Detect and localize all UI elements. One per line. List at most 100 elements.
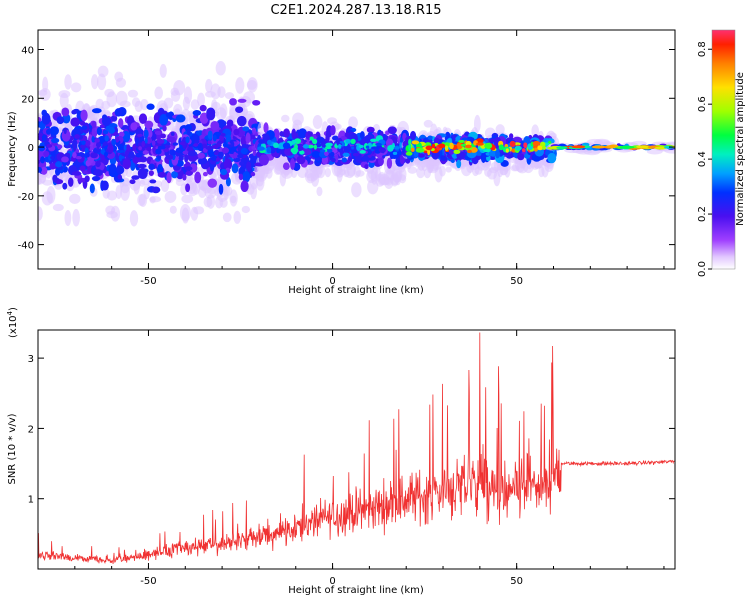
heatmap-cell [115, 184, 123, 200]
heatmap-cell [77, 177, 86, 183]
heatmap-cell [215, 61, 226, 76]
heatmap-cell [387, 126, 397, 135]
heatmap-cell [241, 205, 250, 214]
heatmap-cell [193, 143, 199, 147]
heatmap-cell [450, 158, 455, 164]
heatmap-cell [223, 158, 233, 171]
heatmap-cell [114, 136, 120, 143]
heatmap-cell [388, 144, 396, 148]
heatmap-marks [38, 61, 675, 227]
heatmap-cell [279, 130, 284, 137]
heatmap-cell [490, 161, 503, 171]
heatmap-cell [465, 144, 472, 149]
heatmap-cell [252, 150, 257, 157]
heatmap-cell [127, 89, 139, 98]
heatmap-cell [108, 126, 116, 134]
heatmap-cell [302, 144, 309, 149]
top-y-tick-label: 0 [28, 143, 34, 154]
heatmap-cell [164, 145, 171, 149]
heatmap-cell [240, 147, 248, 155]
heatmap-cell [312, 138, 318, 145]
heatmap-cell [175, 147, 183, 154]
heatmap-cell [233, 151, 238, 159]
heatmap-cell [215, 143, 222, 148]
bottom-x-axis-label: Height of straight line (km) [288, 585, 424, 596]
heatmap-cell [386, 157, 393, 169]
heatmap-cell [205, 146, 213, 150]
heatmap-cell [169, 149, 173, 154]
heatmap-cell [259, 154, 269, 166]
heatmap-cell [120, 125, 130, 131]
heatmap-cell [327, 148, 333, 153]
heatmap-cell [456, 159, 462, 169]
top-y-tick-label: -20 [18, 192, 34, 203]
heatmap-cell [111, 138, 117, 146]
top-x-tick-label: 0 [329, 276, 335, 287]
heatmap-cell [165, 112, 173, 118]
heatmap-cell [351, 182, 362, 198]
heatmap-cell [325, 145, 332, 150]
heatmap-cell [70, 82, 82, 93]
heatmap-cell [233, 210, 242, 224]
heatmap-cell [392, 151, 398, 156]
heatmap-cell [164, 190, 177, 203]
heatmap-cell [473, 114, 481, 133]
heatmap-cell [498, 144, 504, 151]
heatmap-cell [325, 142, 333, 147]
heatmap-cell [237, 98, 247, 103]
heatmap-cell [101, 180, 109, 191]
heatmap-cell [46, 185, 56, 204]
heatmap-cell [144, 137, 148, 144]
heatmap-cell [139, 156, 148, 163]
heatmap-cell [91, 175, 101, 182]
heatmap-cell [240, 180, 249, 193]
heatmap-cell [192, 109, 202, 116]
heatmap-cell [304, 168, 316, 184]
heatmap-cell [94, 137, 100, 144]
heatmap-cell [129, 179, 136, 185]
heatmap-cell [237, 154, 244, 159]
heatmap-cell [371, 146, 379, 150]
heatmap-cell [199, 104, 207, 112]
heatmap-cell [64, 74, 72, 90]
heatmap-cell [483, 149, 491, 153]
heatmap-cell [128, 150, 135, 158]
heatmap-cell [282, 142, 291, 149]
heatmap-cell [226, 119, 234, 127]
heatmap-cell [106, 91, 118, 108]
heatmap-cell [509, 140, 516, 148]
heatmap-cell [64, 152, 71, 158]
heatmap-cell [480, 151, 487, 163]
heatmap-cell [246, 79, 257, 90]
top-x-tick-label: 50 [510, 276, 523, 287]
colorbar-tick-label: 0.8 [697, 41, 708, 57]
heatmap-cell [119, 100, 131, 108]
heatmap-cell [453, 149, 461, 155]
heatmap-cell [148, 163, 155, 170]
heatmap-cell [165, 154, 174, 160]
heatmap-cell [449, 142, 454, 150]
heatmap-cell [375, 142, 382, 146]
heatmap-cell [95, 160, 101, 168]
heatmap-cell [134, 100, 143, 112]
heatmap-cell [143, 129, 149, 139]
heatmap-cell [458, 139, 465, 143]
heatmap-cell [547, 152, 557, 164]
heatmap-cell [96, 126, 103, 136]
top-y-tick-label: 20 [21, 94, 34, 105]
heatmap-cell [101, 116, 112, 126]
heatmap-cell [417, 153, 425, 158]
heatmap-cell [359, 131, 365, 140]
heatmap-cell [156, 138, 165, 144]
chart-title: C2E1.2024.287.13.18.R15 [270, 3, 441, 18]
colorbar [711, 29, 736, 270]
heatmap-cell [448, 149, 455, 155]
heatmap-cell [205, 78, 213, 93]
heatmap-cell [102, 130, 109, 135]
heatmap-cell [162, 125, 167, 132]
heatmap-cell [85, 152, 90, 158]
heatmap-cell [431, 143, 436, 149]
heatmap-cell [324, 150, 329, 157]
heatmap-cell [175, 114, 186, 123]
